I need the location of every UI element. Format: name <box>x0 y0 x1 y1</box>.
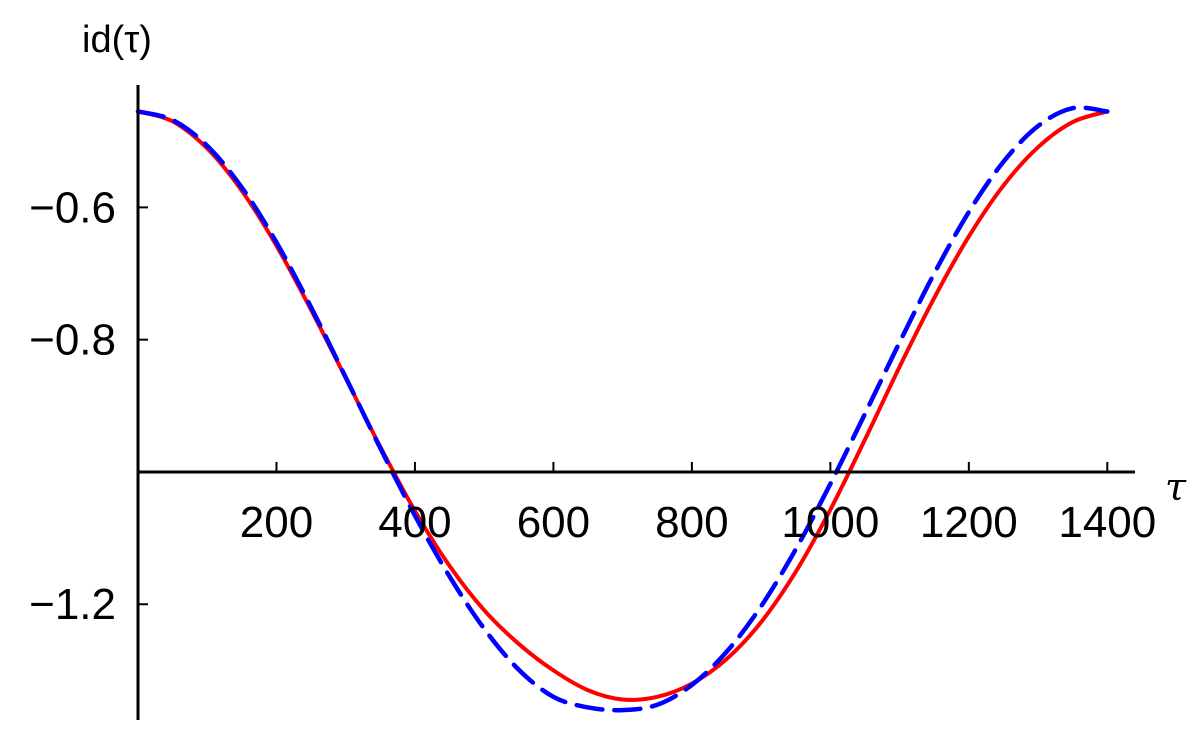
y-tick-label: −0.6 <box>29 183 116 232</box>
y-axis-ticks: −0.6 −0.8 −1.2 <box>29 183 148 629</box>
x-tick-label: 200 <box>240 498 313 547</box>
y-tick-label: −1.2 <box>29 580 116 629</box>
x-tick-label: 1400 <box>1058 498 1156 547</box>
x-tick-label: 1200 <box>920 498 1018 547</box>
y-axis-label: id(τ) <box>82 19 152 61</box>
x-axis-label: τ <box>1165 465 1187 509</box>
x-tick-label: 400 <box>378 498 451 547</box>
x-tick-label: 1000 <box>781 498 879 547</box>
series-line-red-solid <box>136 109 1110 702</box>
series-layer <box>135 105 1110 713</box>
x-tick-label: 800 <box>655 498 728 547</box>
y-tick-label: −0.8 <box>29 316 116 365</box>
series-line-blue-dashed <box>135 105 1110 713</box>
x-tick-label: 600 <box>517 498 590 547</box>
x-axis-ticks: 200 400 600 800 1000 1200 1400 <box>240 461 1156 547</box>
